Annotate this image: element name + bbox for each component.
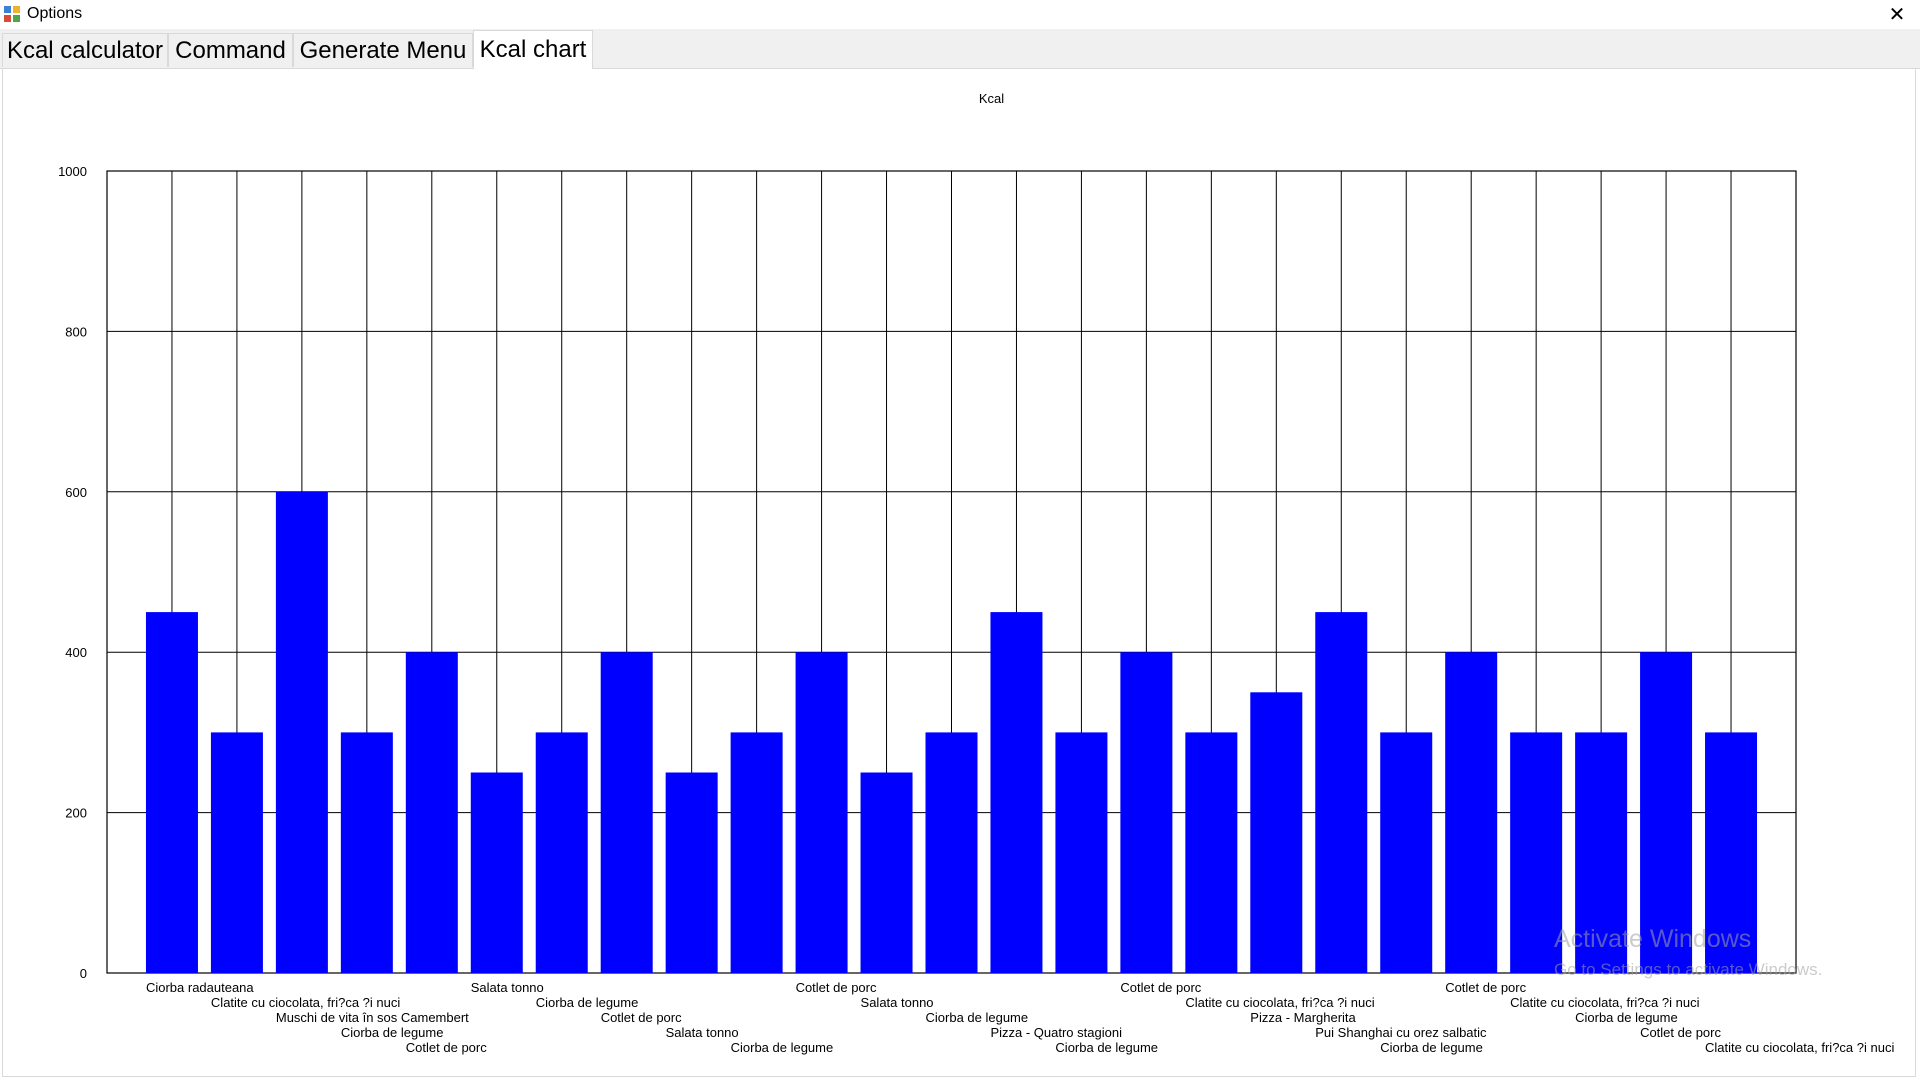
bar — [1445, 652, 1498, 973]
x-tick-label: Cotlet de porc — [1640, 1025, 1721, 1040]
bar — [1640, 652, 1693, 973]
bar — [860, 772, 913, 973]
x-tick-label: Ciorba de legume — [536, 995, 639, 1010]
app-window-icon — [4, 6, 20, 22]
x-tick-label: Ciorba de legume — [1055, 1040, 1158, 1055]
tab-kcal-chart[interactable]: Kcal chart — [473, 30, 593, 69]
bar — [470, 772, 523, 973]
close-button[interactable]: ✕ — [1874, 0, 1920, 29]
bar — [600, 652, 653, 973]
bar — [405, 652, 458, 973]
x-tick-label: Cotlet de porc — [1120, 980, 1201, 995]
bar — [1510, 732, 1563, 973]
chart-title: Kcal — [979, 91, 1004, 106]
x-tick-label: Pui Shanghai cu orez salbatic — [1315, 1025, 1487, 1040]
x-tick-label: Ciorba de legume — [926, 1010, 1029, 1025]
bar — [210, 732, 263, 973]
y-tick-label: 600 — [65, 485, 87, 500]
y-tick-label: 0 — [80, 966, 87, 981]
bar — [145, 612, 198, 973]
bar — [535, 732, 588, 973]
x-tick-label: Ciorba de legume — [341, 1025, 444, 1040]
x-tick-label: Salata tonno — [666, 1025, 739, 1040]
x-tick-label: Ciorba de legume — [1380, 1040, 1483, 1055]
kcal-chart-panel: Kcal 0 200 400 600 800 1000 Ciorba radauteana Cl… — [2, 68, 1916, 1077]
tab-strip: Kcal calculator Command Generate Menu Kc… — [0, 29, 1920, 69]
x-tick-label: Clatite cu ciocolata, fri?ca ?i nuci — [211, 995, 400, 1010]
x-tick-label: Pizza - Margherita — [1250, 1010, 1356, 1025]
x-tick-label: Cotlet de porc — [601, 1010, 682, 1025]
x-tick-label: Salata tonno — [471, 980, 544, 995]
bar — [1705, 732, 1758, 973]
tab-kcal-calculator[interactable]: Kcal calculator — [2, 33, 168, 67]
y-tick-label: 1000 — [58, 164, 87, 179]
bar — [795, 652, 848, 973]
bar — [665, 772, 718, 973]
x-tick-label: Ciorba radauteana — [146, 980, 254, 995]
bar — [1250, 692, 1303, 973]
x-tick-label: Muschi de vita în sos Camembert — [276, 1010, 469, 1025]
x-tick-label: Cotlet de porc — [406, 1040, 487, 1055]
bar — [1575, 732, 1628, 973]
x-tick-label: Clatite cu ciocolata, fri?ca ?i nuci — [1510, 995, 1699, 1010]
bar — [990, 612, 1043, 973]
x-tick-label: Cotlet de porc — [796, 980, 877, 995]
x-tick-label: Ciorba de legume — [731, 1040, 834, 1055]
y-tick-label: 400 — [65, 645, 87, 660]
close-icon: ✕ — [1888, 4, 1906, 26]
x-tick-label: Clatite cu ciocolata, fri?ca ?i nuci — [1185, 995, 1374, 1010]
bar — [340, 732, 393, 973]
x-tick-label: Salata tonno — [861, 995, 934, 1010]
title-bar: Options ✕ — [0, 0, 1920, 29]
bar — [1380, 732, 1433, 973]
bar — [1120, 652, 1173, 973]
x-tick-label: Pizza - Quatro stagioni — [990, 1025, 1122, 1040]
x-tick-label: Ciorba de legume — [1575, 1010, 1678, 1025]
bar — [1055, 732, 1108, 973]
bar — [1185, 732, 1238, 973]
bar — [925, 732, 978, 973]
y-tick-label: 800 — [65, 324, 87, 339]
bar — [730, 732, 783, 973]
bar — [275, 491, 328, 973]
tab-command[interactable]: Command — [168, 33, 293, 67]
x-tick-label: Cotlet de porc — [1445, 980, 1526, 995]
bar — [1315, 612, 1368, 973]
window-title: Options — [27, 5, 83, 22]
y-tick-label: 200 — [65, 806, 87, 821]
x-tick-label: Clatite cu ciocolata, fri?ca ?i nuci — [1705, 1040, 1894, 1055]
tab-generate-menu[interactable]: Generate Menu — [293, 33, 473, 67]
